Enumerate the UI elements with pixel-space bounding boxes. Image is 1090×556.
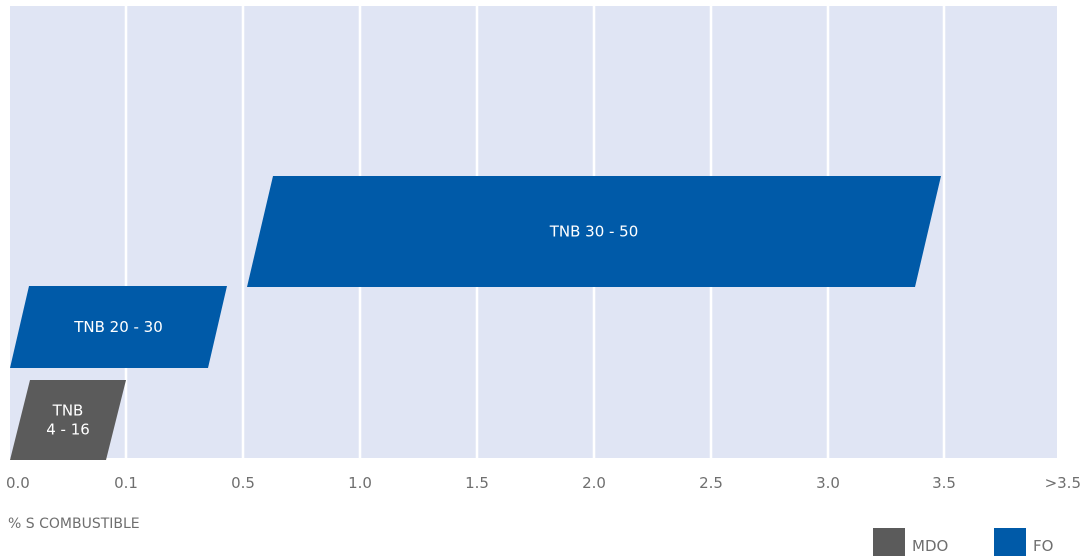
legend-label-fo: FO (1033, 537, 1053, 555)
x-tick-label: 2.0 (582, 474, 606, 492)
bar-label: TNB 30 - 50 (549, 223, 639, 241)
x-tick-label: 0.0 (6, 474, 30, 492)
x-tick-label: 3.0 (816, 474, 840, 492)
legend-swatch-fo (994, 528, 1026, 556)
legend-swatch-mdo (873, 528, 905, 556)
x-tick-label: >3.5 (1045, 474, 1081, 492)
x-tick-label: 0.1 (114, 474, 138, 492)
bar-fo (247, 176, 941, 287)
x-axis-label: % S COMBUSTIBLE (8, 516, 140, 532)
x-tick-label: 3.5 (932, 474, 956, 492)
bar-mdo (10, 380, 126, 460)
legend-label-mdo: MDO (912, 537, 948, 555)
bar-fo (10, 286, 227, 368)
x-tick-label: 2.5 (699, 474, 723, 492)
x-tick-label: 1.0 (348, 474, 372, 492)
x-tick-label: 1.5 (465, 474, 489, 492)
x-axis-ticks: 0.0 0.1 0.5 1.0 1.5 2.0 2.5 3.0 3.5 >3.5 (6, 474, 1081, 492)
bar-label: TNB 20 - 30 (73, 318, 163, 336)
x-tick-label: 0.5 (231, 474, 255, 492)
bar-label: TNB (52, 402, 84, 420)
bar-label: 4 - 16 (46, 421, 90, 439)
legend: MDO FO (873, 528, 1053, 556)
